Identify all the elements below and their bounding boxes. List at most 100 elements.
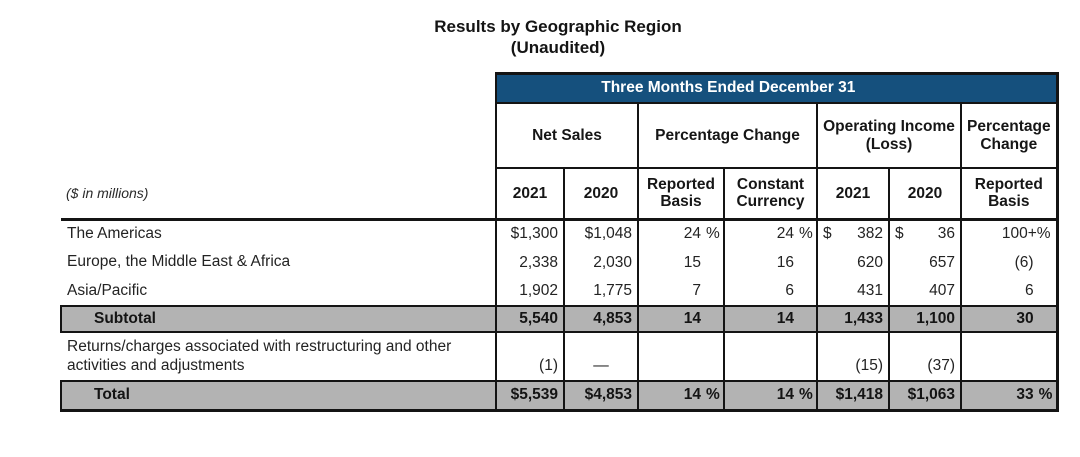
cell-value: 2,030 (593, 253, 632, 271)
table-row-returns: Returns/charges associated with restruct… (61, 332, 1059, 381)
cell-op_income_2020: 407 (888, 277, 962, 306)
col-op-income-2021: 2021 (816, 167, 890, 221)
cell-net_sales_2021: 2,338 (495, 248, 565, 277)
cell-op_income_2021: 620 (816, 248, 890, 277)
cell-op_income_2020: 1,100 (888, 305, 962, 333)
currency-symbol: $ (907, 386, 917, 404)
cell-op_income_2021: $1,418 (816, 380, 890, 412)
cell-value: 431 (857, 282, 883, 299)
cell-value: 1,433 (844, 310, 883, 327)
cell-value: 4,853 (593, 310, 632, 327)
group-header-row: Net Sales Percentage Change Operating In… (61, 102, 1059, 169)
cell-op_income_2020: $36 (888, 217, 962, 248)
cell-net_sales_2020: — (563, 332, 639, 381)
band-spacer (61, 73, 496, 103)
cell-value: 2,338 (519, 253, 558, 271)
period-band-row: Three Months Ended December 31 (61, 71, 1059, 104)
cell-value: 30 (1016, 310, 1034, 327)
cell-net_sales_2020: 4,853 (563, 305, 639, 333)
cell-pct_reported_basis (637, 332, 725, 381)
table-row-total: Total $5,539 $4,853 14% 14% $1,418 $1,063 33% (60, 380, 1059, 412)
cell-op_income_2020: (37) (888, 332, 962, 381)
percent-slot: % (1038, 386, 1053, 404)
cell-value: (37) (927, 357, 955, 374)
cell-value: 14 (683, 386, 701, 404)
cell-value: 14 (776, 310, 794, 327)
row-label: Total (60, 380, 497, 412)
cell-value: 1,902 (519, 282, 558, 299)
cell-value: (6) (1014, 253, 1034, 271)
cell-value: 1,063 (916, 386, 955, 404)
period-band-cell: Three Months Ended December 31 (494, 71, 1059, 104)
cell-net_sales_2020: 1,775 (563, 277, 639, 306)
cell-pct_reported_basis: 24% (637, 217, 725, 248)
cell-net_sales_2020: $4,853 (563, 380, 639, 412)
cell-value: 14 (683, 310, 701, 327)
cell-op_income_2020: $1,063 (888, 380, 962, 412)
row-label: Returns/charges associated with restruct… (61, 332, 497, 381)
table-row-subtotal: Subtotal 5,540 4,853 14 14 1,433 1,100 30 (60, 305, 1059, 333)
row-label: Subtotal (60, 305, 497, 333)
cell-value: 6 (1024, 282, 1034, 299)
results-by-region-table: Three Months Ended December 31 Net Sales… (60, 71, 1059, 412)
cell-net_sales_2021: $5,539 (495, 380, 565, 412)
row-label: Europe, the Middle East & Africa (61, 248, 497, 277)
currency-symbol: $ (835, 386, 845, 404)
currency-symbol: $ (895, 225, 904, 243)
period-band-label: Three Months Ended December 31 (601, 79, 856, 97)
cell-net_sales_2020: $1,048 (563, 217, 639, 248)
group-operating-income-loss: Operating Income (Loss) (816, 102, 962, 169)
currency-symbol: $ (510, 225, 520, 243)
cell-value: (15) (855, 357, 883, 374)
cell-value: 382 (857, 225, 883, 243)
cell-pct_reported_basis: 14% (637, 380, 725, 412)
cell-pct_reported_basis_2: (6) (959, 248, 1059, 277)
cell-value: 620 (857, 253, 883, 271)
percent-slot: % (799, 386, 813, 404)
cell-pct_reported_basis: 7 (637, 277, 725, 306)
cell-value: 1,100 (916, 310, 955, 327)
cell-pct_reported_basis_2: 6 (959, 277, 1059, 306)
col-net-sales-2021: 2021 (495, 167, 565, 221)
cell-value: (1) (539, 357, 558, 374)
percent-slot: % (706, 386, 720, 404)
col-net-sales-2020: 2020 (563, 167, 639, 221)
page-title: Results by Geographic Region (Unaudited) (60, 16, 1056, 59)
cell-pct_reported_basis_2 (959, 332, 1059, 381)
cell-value: 407 (929, 282, 955, 299)
currency-symbol: $ (823, 225, 832, 243)
table-body: The Americas $1,300 $1,048 24% 24% $382 $36 100… (60, 217, 1059, 412)
table-row-normal: Asia/Pacific 1,902 1,775 7 6 431 407 6 (61, 277, 1059, 306)
cell-op_income_2020: 657 (888, 248, 962, 277)
cell-value: 24 (683, 225, 701, 243)
cell-value: 33 (1016, 386, 1034, 404)
cell-value: 5,539 (519, 386, 558, 404)
cell-value: 24 (776, 225, 794, 243)
cell-value: 5,540 (519, 310, 558, 327)
group-net-sales: Net Sales (495, 102, 639, 169)
cell-value: 7 (692, 282, 701, 299)
cell-pct_reported_basis_2: 30 (959, 305, 1059, 333)
currency-symbol: $ (584, 386, 594, 404)
cell-value: — (593, 357, 609, 374)
row-label: Asia/Pacific (61, 277, 497, 306)
unit-note: ($ in millions) (61, 168, 496, 221)
cell-pct_constant_currency: 14 (723, 305, 818, 333)
cell-pct_constant_currency: 24% (723, 217, 818, 248)
cell-net_sales_2021: (1) (495, 332, 565, 381)
percent-slot: % (799, 225, 813, 243)
cell-value: 6 (785, 282, 794, 299)
cell-op_income_2021: 431 (816, 277, 890, 306)
currency-symbol: $ (584, 225, 594, 243)
currency-symbol: $ (510, 386, 520, 404)
cell-pct_constant_currency: 16 (723, 248, 818, 277)
table-row-normal: The Americas $1,300 $1,048 24% 24% $382 $36 100… (61, 217, 1059, 248)
cell-value: 15 (683, 253, 701, 271)
report-page: Results by Geographic Region (Unaudited)… (60, 16, 1059, 412)
row-label: The Americas (61, 217, 497, 248)
page-title-line1: Results by Geographic Region (434, 17, 682, 36)
cell-value: 657 (929, 253, 955, 271)
cell-value: 16 (776, 253, 794, 271)
cell-pct_constant_currency (723, 332, 818, 381)
percent-slot: % (706, 225, 720, 243)
